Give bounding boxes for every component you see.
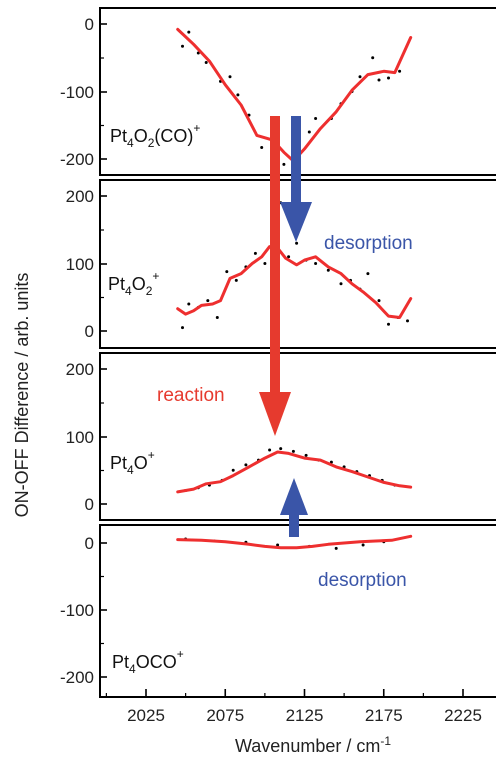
data-point xyxy=(398,69,402,73)
data-point xyxy=(276,543,280,547)
desorption-arrow-up-head xyxy=(280,478,308,515)
data-point xyxy=(263,262,267,265)
panel-label: Pt4OCO+ xyxy=(112,647,184,676)
desorption-arrow-down-head xyxy=(280,202,312,242)
data-point xyxy=(206,299,210,303)
arrows xyxy=(259,116,312,537)
data-point xyxy=(387,322,390,326)
panel-3: 200 100 0 Pt4O+ xyxy=(66,352,496,521)
data-point xyxy=(291,449,295,453)
y-tick-label: -200 xyxy=(60,150,94,169)
data-point xyxy=(244,463,248,467)
data-point xyxy=(268,448,272,452)
data-point xyxy=(234,278,238,282)
x-tick-label: 2075 xyxy=(206,706,244,725)
desorption-label-bottom: desorption xyxy=(318,570,407,591)
x-tick-label: 2025 xyxy=(127,706,165,725)
data-point xyxy=(253,251,257,255)
data-point xyxy=(377,299,381,303)
y-tick-label: 0 xyxy=(85,322,94,341)
data-point xyxy=(406,319,409,323)
panel-label: Pt4O+ xyxy=(110,448,155,477)
y-axis-title: ON-OFF Difference / arb. units xyxy=(12,273,32,518)
panel-label: Pt4O2(CO)+ xyxy=(110,121,200,150)
data-point xyxy=(377,78,381,82)
panel-4: 0 -100 -200 Pt4OCO+ xyxy=(60,524,496,698)
x-tick-label: 2125 xyxy=(286,706,324,725)
series-line xyxy=(176,450,413,494)
panel-2: 200 100 0 Pt4O2+ xyxy=(66,179,496,349)
data-point xyxy=(187,302,191,306)
x-tick-label: 2225 xyxy=(444,706,482,725)
data-point xyxy=(371,56,375,60)
y-tick-label: 0 xyxy=(85,15,94,34)
series-line xyxy=(176,245,413,319)
data-point xyxy=(282,162,286,166)
x-axis: 2025 2075 2125 2175 2225 xyxy=(105,689,482,725)
x-axis-title: Wavenumber / cm-1 xyxy=(235,734,391,756)
y-tick-label: 100 xyxy=(66,255,94,274)
data-point xyxy=(307,130,311,134)
data-point xyxy=(329,460,333,464)
data-point xyxy=(215,316,219,319)
y-tick-label: 200 xyxy=(66,360,94,379)
data-point xyxy=(314,262,318,265)
data-point xyxy=(236,93,240,97)
y-tick-label: 200 xyxy=(66,187,94,206)
data-point xyxy=(279,447,283,451)
data-point xyxy=(361,543,365,547)
panel-label: Pt4O2+ xyxy=(108,269,159,298)
data-point xyxy=(304,453,308,457)
data-point xyxy=(339,282,343,286)
data-point xyxy=(358,75,362,79)
y-tick-label: -100 xyxy=(60,601,94,620)
x-tick-label: 2175 xyxy=(365,706,403,725)
data-point xyxy=(187,30,191,34)
data-point xyxy=(228,75,232,79)
series-line xyxy=(176,534,413,550)
data-point xyxy=(314,117,318,120)
data-point xyxy=(366,272,370,276)
y-tick-label: 0 xyxy=(85,534,94,553)
data-point xyxy=(326,268,330,272)
data-point xyxy=(287,255,291,259)
y-tick-label: 100 xyxy=(66,428,94,447)
data-point xyxy=(204,61,208,64)
y-tick-label: -100 xyxy=(60,83,94,102)
data-point xyxy=(181,326,184,330)
data-point xyxy=(295,241,299,245)
data-point xyxy=(225,270,229,274)
y-tick-label: -200 xyxy=(60,668,94,687)
data-point xyxy=(334,546,338,550)
data-point xyxy=(181,44,184,48)
desorption-label-top: desorption xyxy=(324,233,413,254)
data-point xyxy=(231,468,235,472)
reaction-arrow-head xyxy=(259,392,291,436)
data-point xyxy=(387,76,390,80)
data-point xyxy=(260,146,264,149)
y-tick-label: 0 xyxy=(85,495,94,514)
reaction-label: reaction xyxy=(157,385,225,406)
